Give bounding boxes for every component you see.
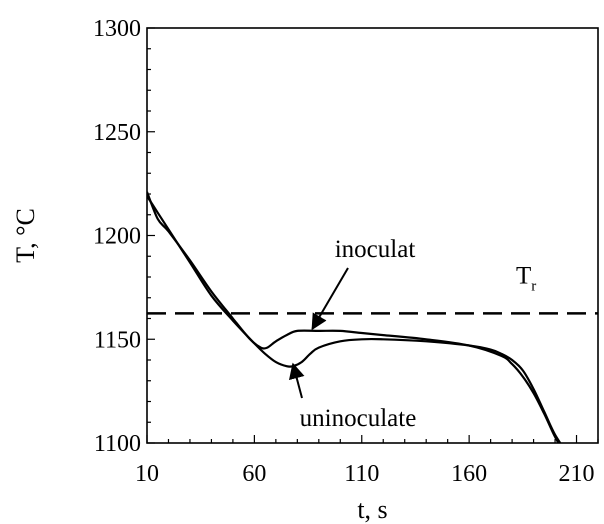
annotation-label-inoculat: inoculat: [335, 236, 416, 263]
x-tick-label: 110: [344, 461, 379, 487]
x-tick-label: 160: [451, 461, 487, 487]
series-line-inoculat: [147, 191, 560, 443]
series-lines: [147, 191, 562, 443]
y-tick-label: 1250: [93, 120, 141, 146]
annotation-arrow-uninoculate: [288, 362, 305, 399]
annotation-arrow-inoculat: [311, 267, 349, 331]
series-line-uninoculate: [147, 195, 562, 443]
x-tick-label: 210: [559, 461, 595, 487]
annotations: inoculat uninoculate: [288, 236, 417, 432]
annotation-label-uninoculate: uninoculate: [300, 405, 417, 432]
x-axis-label: t, s: [357, 495, 387, 524]
y-tick-label: 1150: [94, 327, 141, 353]
x-tick-label: 60: [242, 461, 266, 487]
y-tick-label: 1200: [93, 224, 141, 250]
plot-frame: [146, 27, 599, 444]
y-tick-label: 1100: [94, 431, 141, 457]
tick-labels: 1100 1150 1200 1250 1300 10 60 110 160 210: [93, 16, 595, 487]
y-tick-label: 1300: [93, 16, 141, 42]
reference-line-group: Tr: [147, 262, 598, 315]
reference-line-subscript: r: [531, 278, 536, 294]
reference-line-label: Tr: [516, 262, 536, 294]
x-tick-label: 10: [135, 461, 159, 487]
y-axis-label: T, °C: [11, 208, 40, 263]
